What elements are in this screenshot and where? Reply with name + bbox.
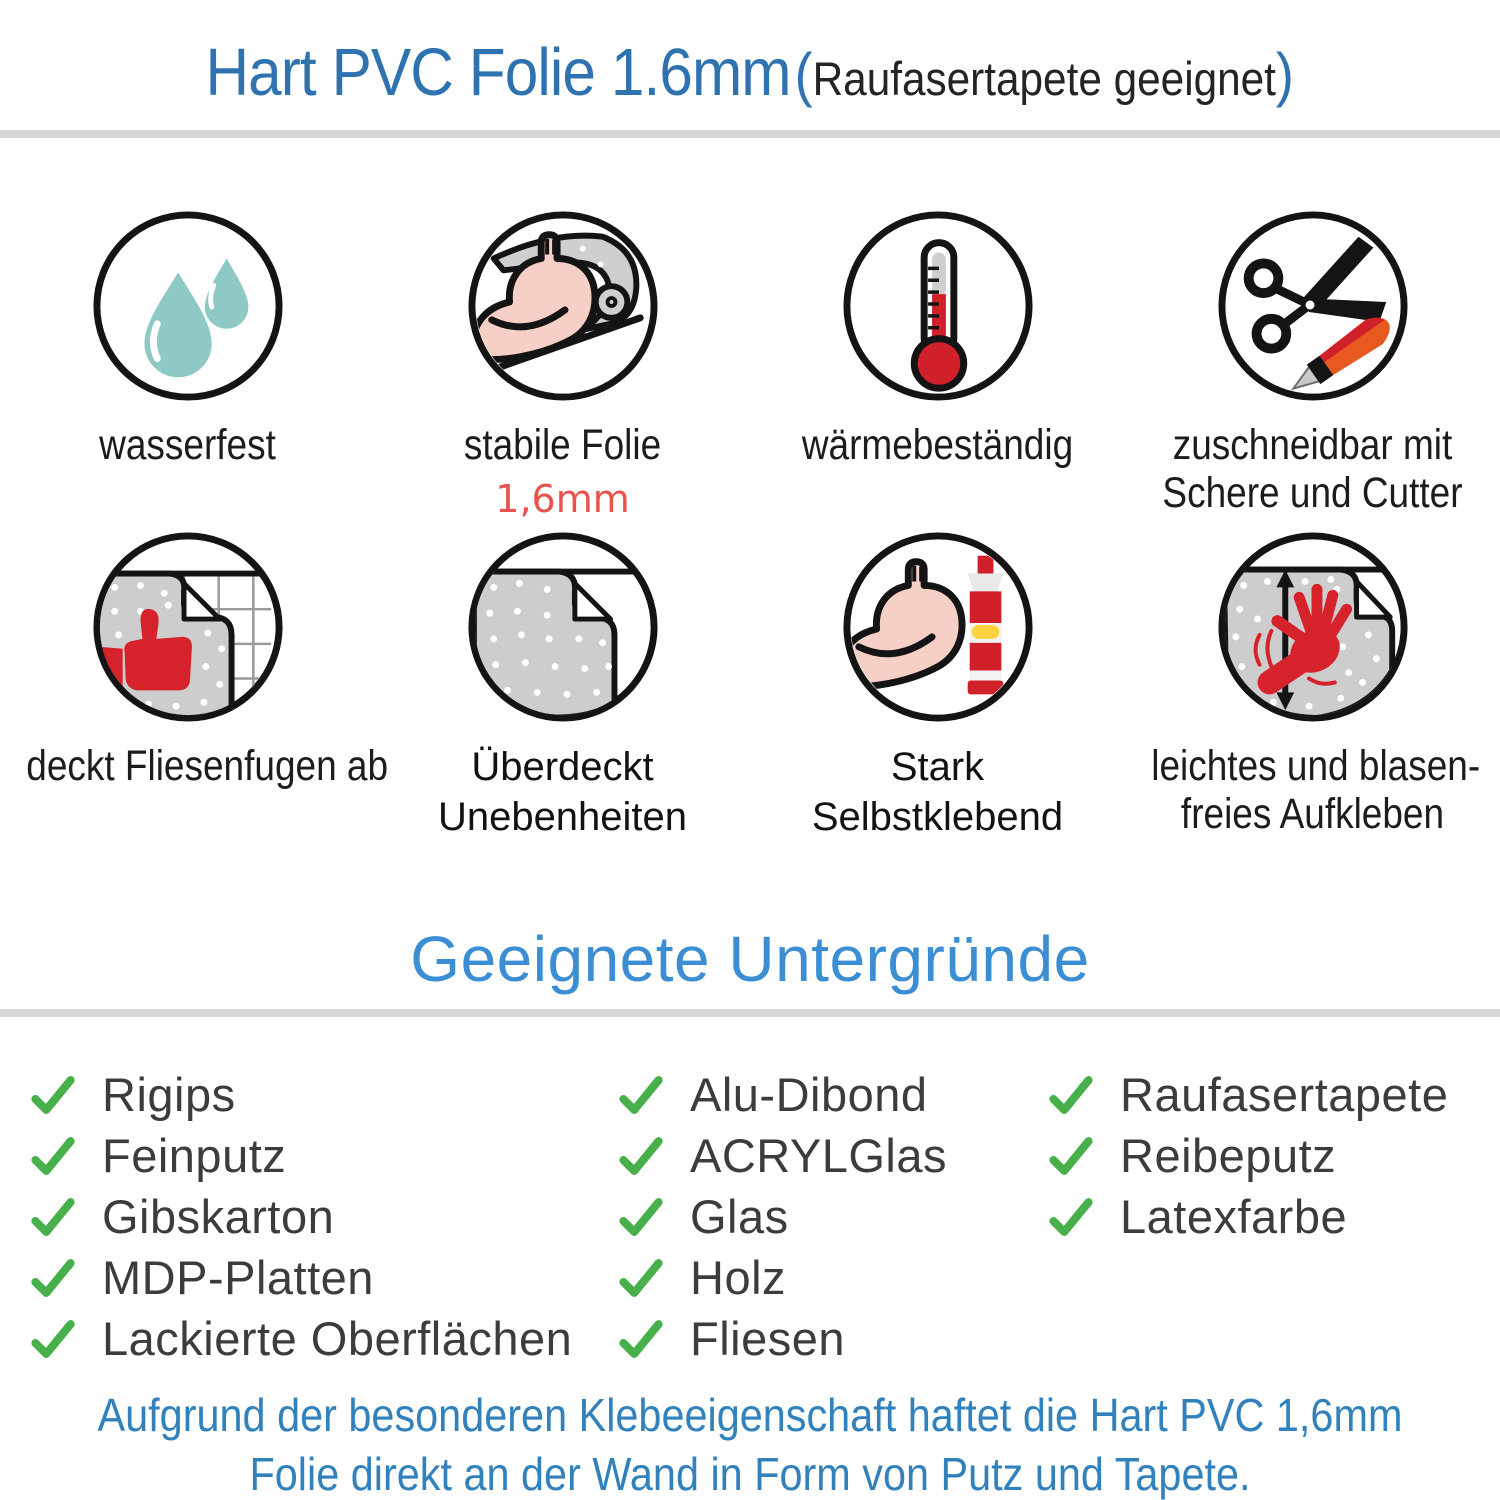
check-icon	[619, 1075, 663, 1114]
list-item-label: Holz	[690, 1251, 787, 1304]
list-item: Gibskarton	[30, 1186, 572, 1247]
check-icon	[1049, 1197, 1093, 1236]
scissors-cutter-icon	[1217, 211, 1408, 401]
list-item-label: Feinputz	[102, 1129, 287, 1182]
water-drops-icon	[92, 211, 283, 401]
feature-heat-resistant: wärmebeständig	[750, 207, 1125, 477]
surface-list-column-2: Alu-Dibond ACRYLGlas Glas Holz Fliesen	[618, 1064, 947, 1369]
list-item-label: Fliesen	[690, 1312, 846, 1365]
cover-unevenness-icon	[467, 532, 658, 722]
feature-label: deckt Fliesenfugen ab	[26, 742, 389, 790]
list-item-label: Raufasertapete	[1120, 1068, 1449, 1121]
check-icon	[31, 1075, 75, 1114]
title-paren-close: )	[1276, 41, 1295, 108]
list-item-label: Latexfarbe	[1120, 1190, 1348, 1243]
check-icon	[619, 1258, 663, 1297]
list-item: MDP-Platten	[30, 1247, 572, 1308]
feature-covers-tile-joints: deckt Fliesenfugen ab	[0, 528, 389, 798]
list-item: Alu-Dibond	[618, 1064, 947, 1125]
strong-film-muscle-icon	[467, 211, 658, 401]
list-item: Fliesen	[618, 1308, 947, 1369]
list-item: Feinputz	[30, 1125, 572, 1186]
feature-stable-film: stabile Folie 1,6mm	[375, 207, 750, 521]
feature-waterproof: wasserfest	[0, 207, 375, 477]
check-icon	[31, 1319, 75, 1358]
list-item: Holz	[618, 1247, 947, 1308]
list-item: Glas	[618, 1186, 947, 1247]
divider-top	[0, 130, 1500, 138]
list-item-label: MDP-Platten	[102, 1251, 374, 1304]
feature-bubble-free: leichtes und blasen-freies Aufkleben	[1125, 528, 1500, 846]
list-item-label: Reibeputz	[1120, 1129, 1337, 1182]
feature-covers-unevenness: Überdeckt Unebenheiten	[375, 528, 750, 850]
surface-list-column-1: Rigips Feinputz Gibskarton MDP-Platten L…	[30, 1064, 572, 1369]
list-item-label: Rigips	[102, 1068, 236, 1121]
list-item-label: Gibskarton	[102, 1190, 335, 1243]
feature-label: Stark Selbstklebend	[811, 745, 1064, 839]
list-item: Latexfarbe	[1048, 1186, 1448, 1247]
title-paren-open: (	[794, 41, 813, 108]
list-item: Reibeputz	[1048, 1125, 1448, 1186]
list-item-label: ACRYLGlas	[690, 1129, 948, 1182]
check-icon	[1049, 1136, 1093, 1175]
check-icon	[1049, 1075, 1093, 1114]
title-paren-text: Raufasertapete geeignet	[812, 52, 1277, 105]
list-item-label: Alu-Dibond	[690, 1068, 928, 1121]
list-item-label: Lackierte Oberflächen	[102, 1312, 573, 1365]
tile-joints-thumb-icon	[92, 532, 283, 722]
check-icon	[31, 1258, 75, 1297]
feature-label: wasserfest	[99, 421, 276, 469]
feature-sublabel: 1,6mm	[495, 477, 630, 522]
feature-label: zuschneidbar mit Schere und Cutter	[1162, 421, 1463, 518]
footer-line: Folie direkt an der Wand in Form von Put…	[249, 1447, 1251, 1500]
bubble-free-apply-icon	[1217, 532, 1408, 722]
check-icon	[31, 1197, 75, 1236]
divider-middle	[0, 1009, 1500, 1017]
feature-label: wärmebeständig	[801, 421, 1074, 469]
check-icon	[619, 1136, 663, 1175]
list-item: Rigips	[30, 1064, 572, 1125]
feature-label: leichtes und blasen-freies Aufkleben	[1151, 742, 1481, 839]
list-item: Raufasertapete	[1048, 1064, 1448, 1125]
footer-note: Aufgrund der besonderen Klebeeigenschaft…	[0, 1386, 1500, 1500]
list-item: ACRYLGlas	[618, 1125, 947, 1186]
title-main: Hart PVC Folie 1.6mm	[205, 35, 792, 110]
feature-label: Überdeckt Unebenheiten	[437, 745, 688, 839]
list-item-label: Glas	[690, 1190, 789, 1243]
strong-adhesive-icon	[842, 532, 1033, 722]
footer-line: Aufgrund der besonderen Klebeeigenschaft…	[97, 1389, 1403, 1441]
check-icon	[31, 1136, 75, 1175]
feature-label: stabile Folie	[463, 421, 662, 469]
check-icon	[619, 1197, 663, 1236]
feature-strong-adhesive: Stark Selbstklebend	[750, 528, 1125, 850]
page-title: Hart PVC Folie 1.6mm (Raufasertapete gee…	[0, 34, 1500, 111]
thermometer-icon	[842, 211, 1033, 401]
check-icon	[619, 1319, 663, 1358]
feature-cuttable: zuschneidbar mit Schere und Cutter	[1125, 207, 1500, 525]
list-item: Lackierte Oberflächen	[30, 1308, 572, 1369]
surface-list-column-3: Raufasertapete Reibeputz Latexfarbe	[1048, 1064, 1448, 1247]
section-heading-surfaces: Geeignete Untergründe	[410, 923, 1090, 995]
